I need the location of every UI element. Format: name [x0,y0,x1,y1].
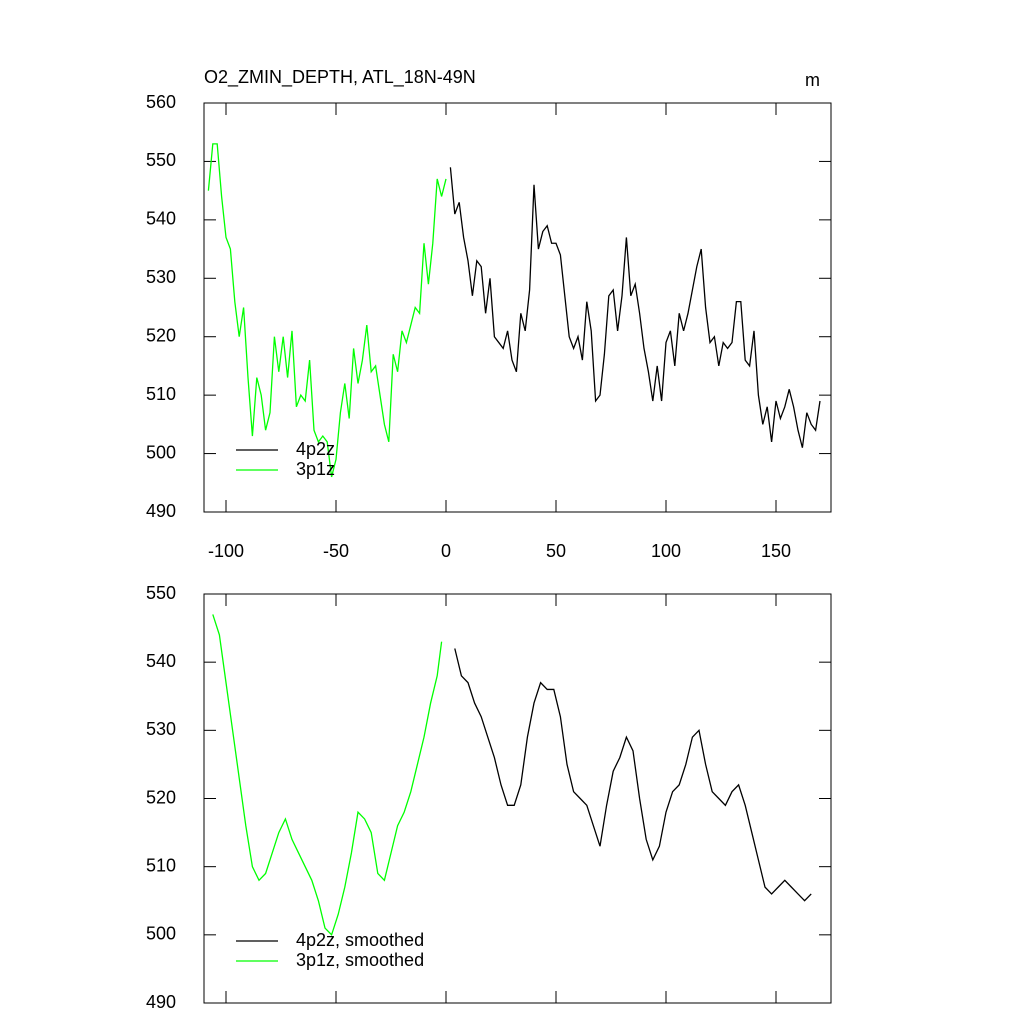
units-label: m [805,70,820,90]
y-tick-label: 520 [146,787,176,807]
y-tick-label: 550 [146,150,176,170]
data-line [207,143,447,478]
x-tick-label: -100 [208,541,244,561]
y-tick-label: 550 [146,583,176,603]
y-tick-label: 490 [146,992,176,1012]
y-tick-label: 540 [146,209,176,229]
y-tick-label: 530 [146,267,176,287]
x-tick-label: 150 [761,541,791,561]
y-tick-label: 560 [146,92,176,112]
legend-label: 3p1z [296,459,335,479]
x-tick-label: 0 [441,541,451,561]
legend-label: 4p2z, smoothed [296,930,424,950]
y-tick-label: 530 [146,719,176,739]
y-tick-label: 540 [146,651,176,671]
data-line [449,167,821,448]
x-tick-label: 100 [651,541,681,561]
y-tick-label: 500 [146,442,176,462]
y-tick-label: 500 [146,924,176,944]
data-line [212,614,443,937]
y-tick-label: 520 [146,325,176,345]
y-tick-label: 490 [146,501,176,521]
chart-title: O2_ZMIN_DEPTH, ATL_18N-49N [204,67,476,88]
x-tick-label: 50 [546,541,566,561]
y-tick-label: 510 [146,855,176,875]
x-tick-label: -50 [323,541,349,561]
legend-label: 3p1z, smoothed [296,950,424,970]
y-tick-label: 510 [146,384,176,404]
legend-label: 4p2z [296,439,335,459]
plot-frame [203,102,832,513]
data-line [454,648,812,902]
